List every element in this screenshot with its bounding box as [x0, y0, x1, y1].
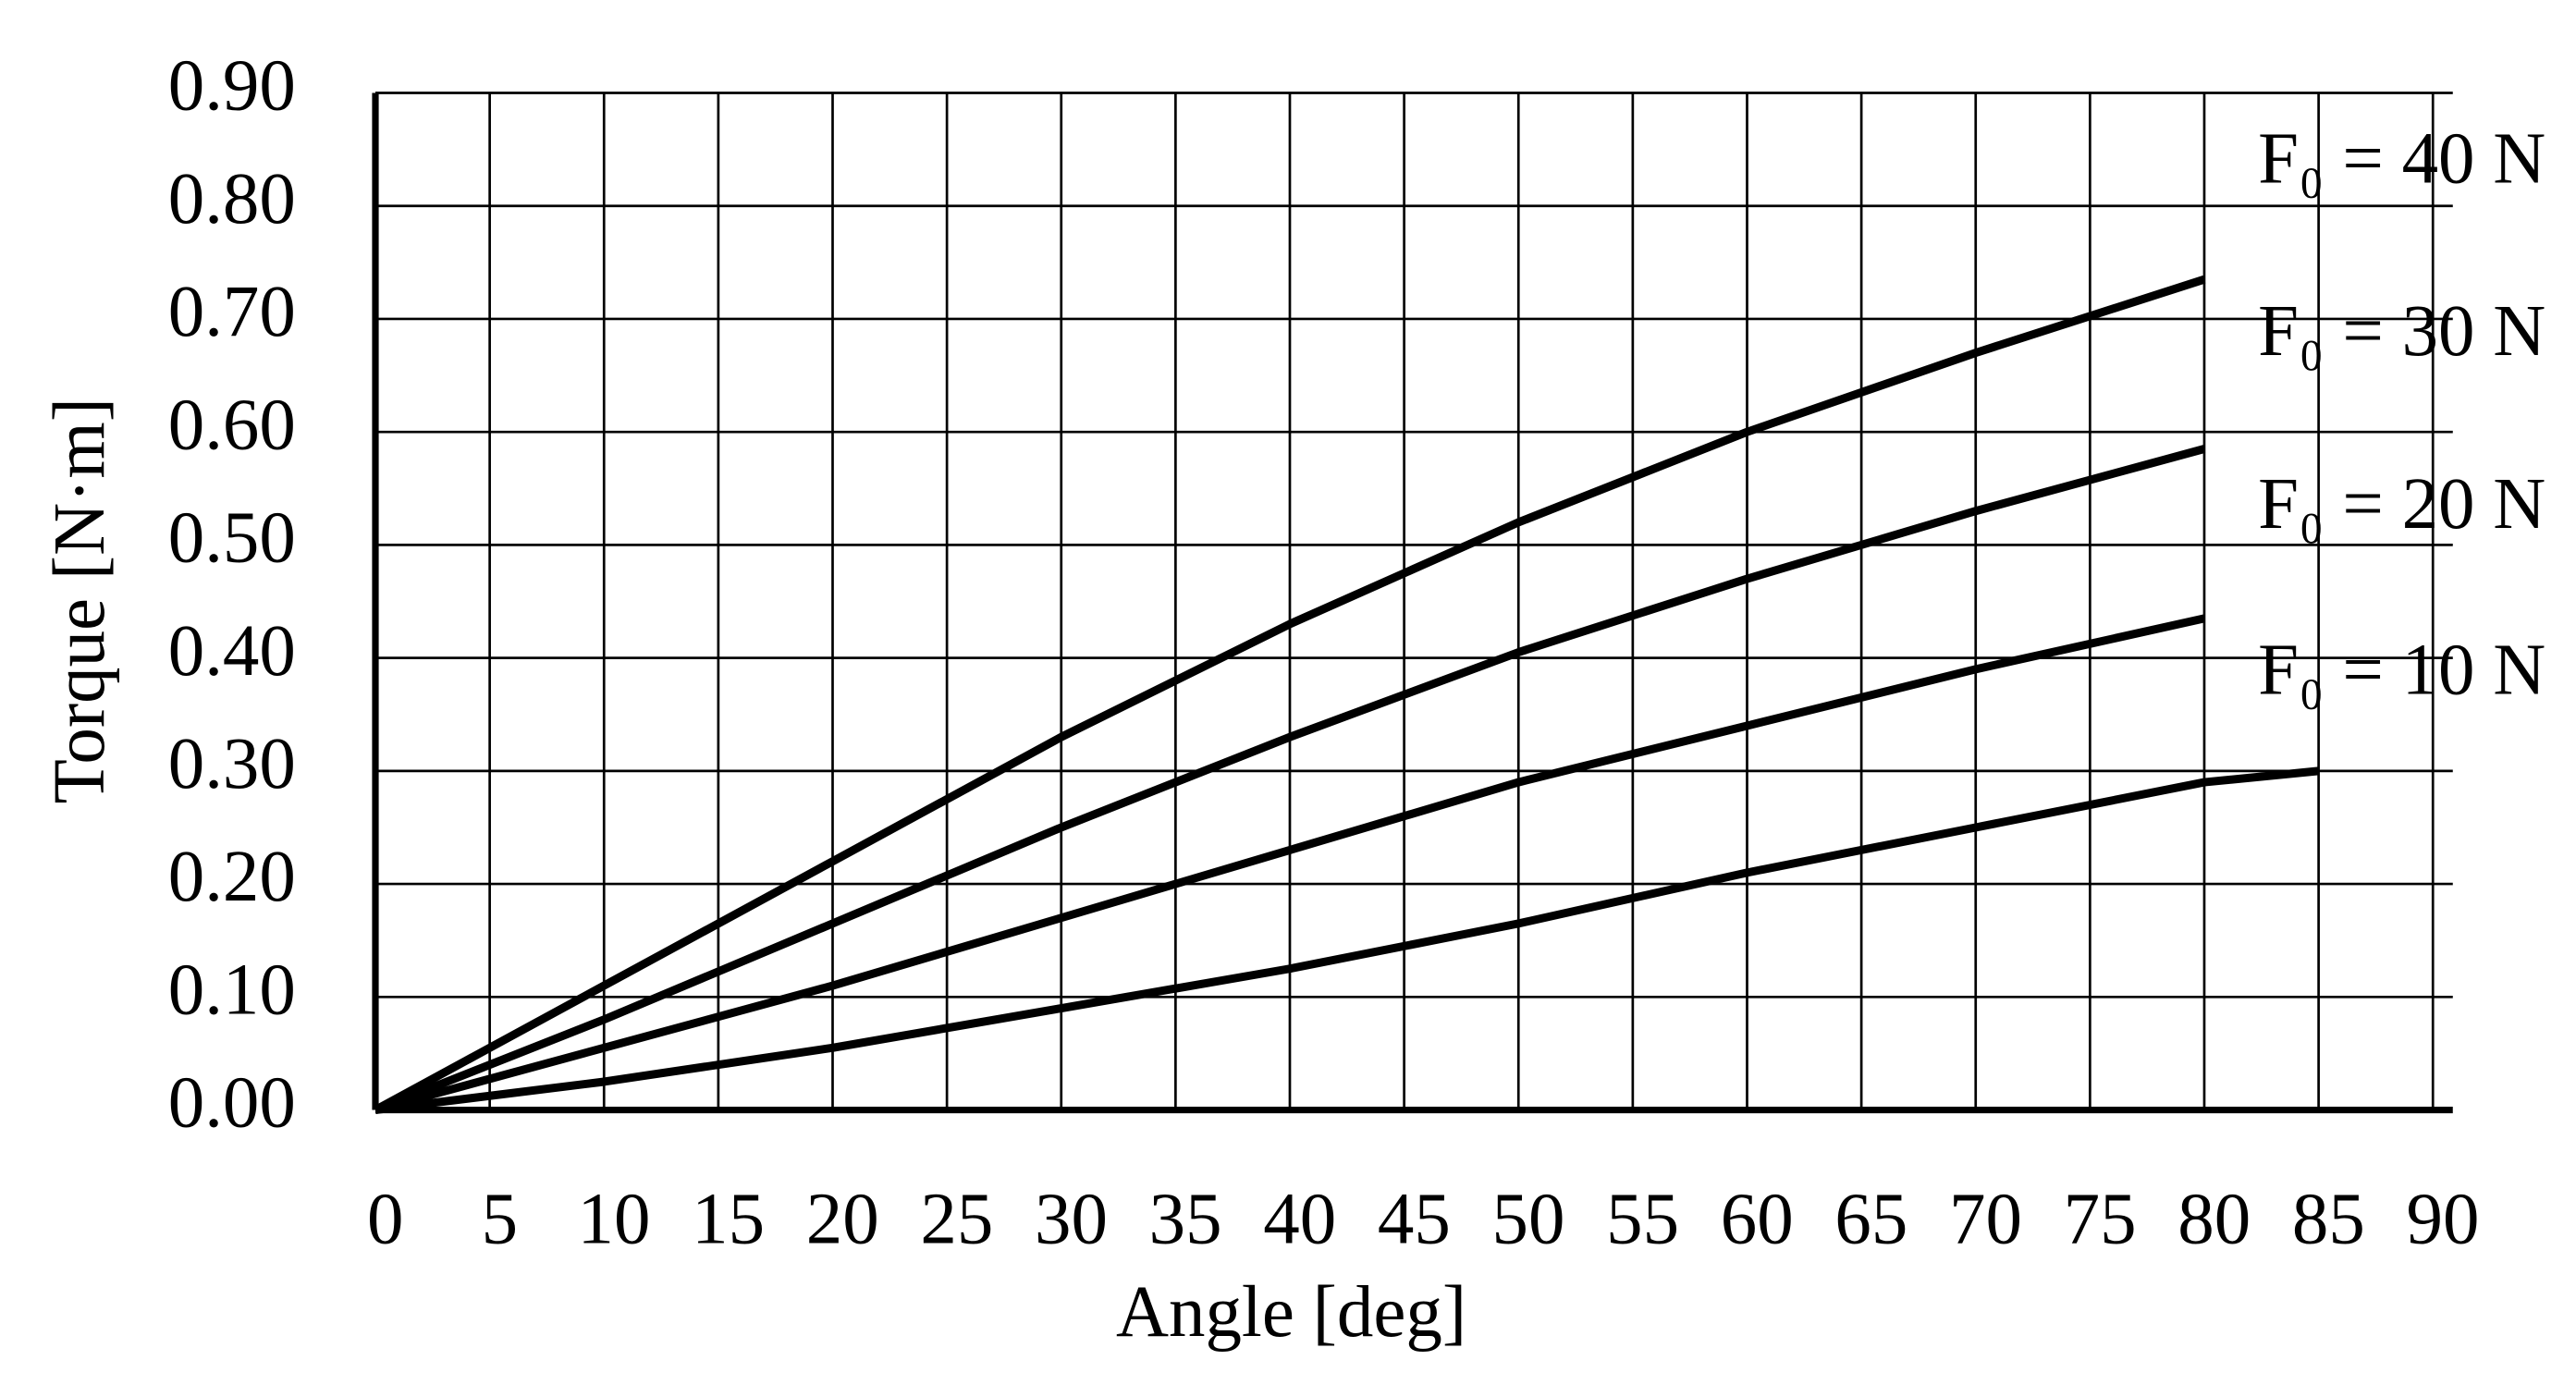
x-tick-label: 30 — [1035, 1179, 1108, 1259]
series-line — [374, 614, 2205, 1114]
x-tick-label: 80 — [2177, 1179, 2251, 1259]
x-tick-label: 10 — [578, 1179, 651, 1259]
x-tick-label: 85 — [2292, 1179, 2365, 1259]
y-tick-label: 0.80 — [168, 159, 296, 239]
y-tick-label: 0.30 — [168, 724, 296, 804]
series-line — [374, 766, 2320, 1114]
y-tick-label: 0.60 — [168, 385, 296, 465]
x-tick-label: 0 — [367, 1179, 403, 1259]
y-tick-label: 0.10 — [168, 950, 296, 1030]
y-axis-label: Torque [N·m] — [40, 398, 120, 803]
y-tick-label: 0.50 — [168, 498, 296, 579]
x-tick-label: 70 — [1949, 1179, 2022, 1259]
x-tick-label: 35 — [1149, 1179, 1222, 1259]
series-line — [373, 275, 2206, 1114]
x-tick-label: 5 — [482, 1179, 518, 1259]
y-tick-label: 0.90 — [168, 46, 296, 127]
x-tick-label: 45 — [1378, 1179, 1451, 1259]
y-tick-label: 0.70 — [168, 272, 296, 352]
y-tick-label: 0.00 — [168, 1063, 296, 1144]
x-tick-label: 15 — [692, 1179, 765, 1259]
x-tick-label: 40 — [1263, 1179, 1336, 1259]
legend-label: F₀ = 20 N — [2258, 464, 2545, 545]
x-tick-label: 90 — [2407, 1179, 2480, 1259]
y-tick-label: 0.40 — [168, 611, 296, 692]
legend-label: F₀ = 10 N — [2258, 630, 2545, 710]
x-tick-label: 55 — [1606, 1179, 1679, 1259]
legend-label: F₀ = 30 N — [2258, 291, 2545, 372]
x-tick-label: 60 — [1721, 1179, 1794, 1259]
legend-label: F₀ = 40 N — [2258, 119, 2545, 200]
x-tick-label: 50 — [1492, 1179, 1565, 1259]
series-line — [374, 445, 2206, 1114]
x-tick-label: 65 — [1834, 1179, 1907, 1259]
x-axis-label: Angle [deg] — [1116, 1272, 1466, 1353]
x-tick-label: 20 — [806, 1179, 879, 1259]
x-tick-label: 75 — [2064, 1179, 2137, 1259]
x-tick-label: 25 — [920, 1179, 993, 1259]
y-tick-label: 0.20 — [168, 837, 296, 917]
